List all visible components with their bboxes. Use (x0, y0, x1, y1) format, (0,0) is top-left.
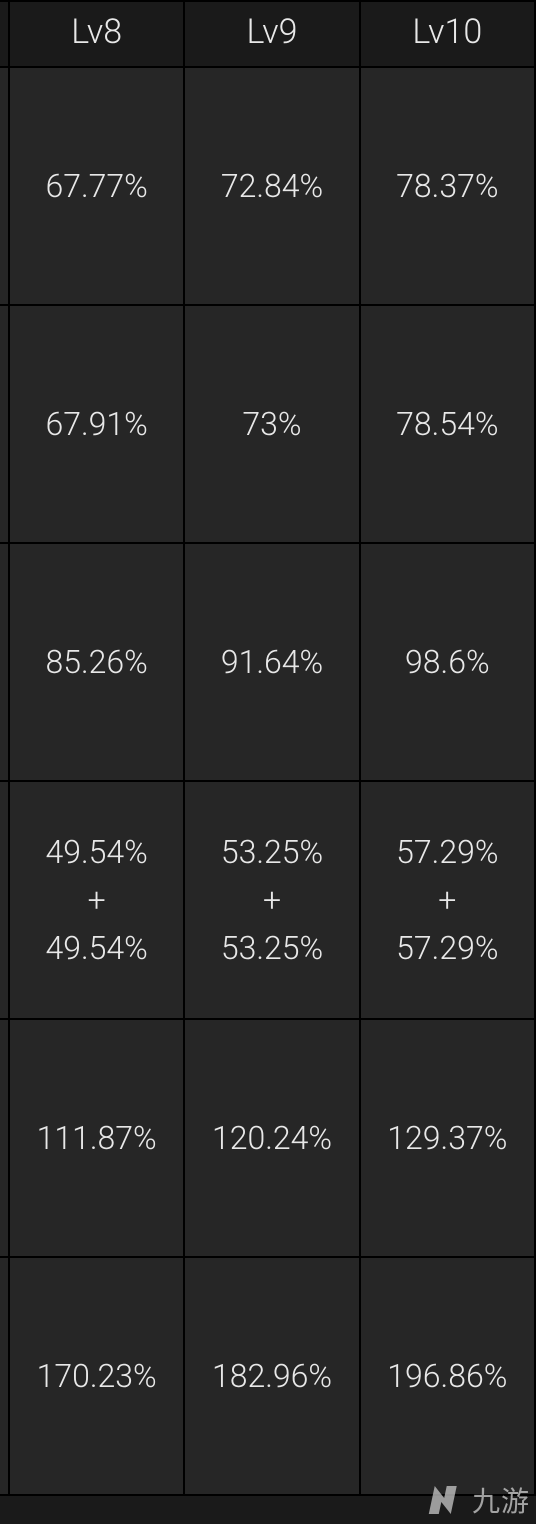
watermark-text: 九游 (472, 1480, 530, 1520)
row-stub (0, 782, 10, 1020)
table-cell: 67.91% (10, 306, 185, 544)
table-cell: 98.6% (361, 544, 536, 782)
row-stub (0, 306, 10, 544)
table-cell: 49.54% + 49.54% (10, 782, 185, 1020)
table-cell: 170.23% (10, 1258, 185, 1496)
column-header-lv10: Lv10 (361, 0, 536, 68)
table-cell: 78.54% (361, 306, 536, 544)
column-header-lv9: Lv9 (185, 0, 360, 68)
table-cell: 73% (185, 306, 360, 544)
table-cell: 57.29% + 57.29% (361, 782, 536, 1020)
row-stub (0, 1020, 10, 1258)
table-cell: 78.37% (361, 68, 536, 306)
9game-logo-icon (428, 1480, 468, 1520)
table-cell: 182.96% (185, 1258, 360, 1496)
table-cell: 72.84% (185, 68, 360, 306)
table-cell: 53.25% + 53.25% (185, 782, 360, 1020)
watermark: 九游 (428, 1480, 530, 1520)
stats-table: Lv8 Lv9 Lv10 67.77% 72.84% 78.37% 67.91%… (0, 0, 536, 1496)
header-stub (0, 0, 10, 68)
column-header-lv8: Lv8 (10, 0, 185, 68)
table-cell: 91.64% (185, 544, 360, 782)
row-stub (0, 1258, 10, 1496)
table-cell: 67.77% (10, 68, 185, 306)
table-cell: 111.87% (10, 1020, 185, 1258)
table-cell: 129.37% (361, 1020, 536, 1258)
row-stub (0, 544, 10, 782)
table-cell: 196.86% (361, 1258, 536, 1496)
row-stub (0, 68, 10, 306)
table-cell: 120.24% (185, 1020, 360, 1258)
table-cell: 85.26% (10, 544, 185, 782)
